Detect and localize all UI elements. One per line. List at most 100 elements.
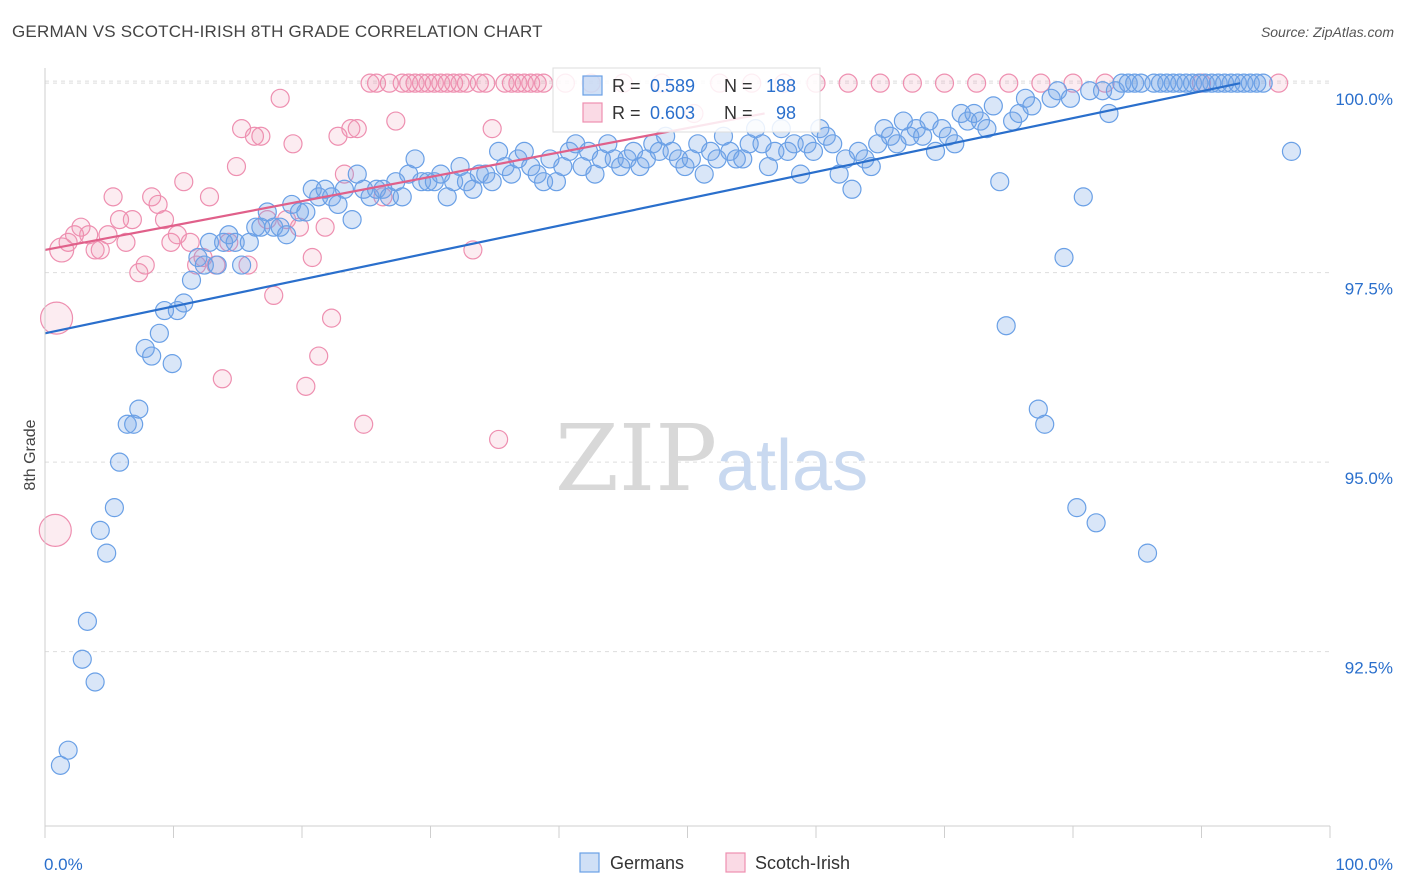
legend-scotch-irish-label: Scotch-Irish xyxy=(755,853,850,873)
germans-point xyxy=(983,96,1003,116)
stats-legend: R = 0.589 N = 188 R = 0.603 N = 98 xyxy=(552,67,821,133)
germans-point xyxy=(315,179,335,199)
source-label: Source: ZipAtlas.com xyxy=(1260,24,1394,40)
scotch-irish-point xyxy=(219,232,239,252)
scotch-irish-point xyxy=(122,210,142,230)
trend-lines xyxy=(44,82,1241,335)
watermark: ZIP atlas xyxy=(555,405,868,512)
germans-point xyxy=(482,172,502,192)
germans-point xyxy=(109,452,130,472)
scotch-irish-point xyxy=(212,369,232,389)
x-tick-label-max: 100.0% xyxy=(1335,855,1393,874)
scotch-irish-point xyxy=(347,119,367,139)
germans-point xyxy=(162,354,182,374)
scotch-irish-point xyxy=(354,414,374,434)
scotch-irish-point xyxy=(187,255,207,275)
scotch-irish-point xyxy=(251,126,271,146)
germans-point xyxy=(842,179,862,199)
scotch-irish-r-label: R = xyxy=(612,103,641,123)
germans-point xyxy=(778,141,798,161)
scotch-irish-point xyxy=(315,217,335,237)
y-axis-label: 8th Grade xyxy=(22,419,39,490)
germans-point xyxy=(58,740,78,760)
germans-point xyxy=(476,164,496,184)
scotch-irish-point xyxy=(1063,73,1083,93)
scotch-irish-point xyxy=(527,73,547,93)
scotch-irish-point xyxy=(38,513,72,547)
germans-point xyxy=(117,414,137,434)
germans-point xyxy=(823,134,843,154)
series-legend: Germans Scotch-Irish xyxy=(579,852,850,873)
germans-point xyxy=(675,156,695,177)
germans-swatch xyxy=(582,75,603,96)
scotch-irish-point xyxy=(902,73,922,93)
scotch-irish-r-value: 0.603 xyxy=(650,103,695,123)
germans-point xyxy=(803,141,824,161)
legend-scotch-irish-swatch xyxy=(725,852,746,873)
germans-point xyxy=(1125,73,1145,93)
scotch-irish-point xyxy=(283,134,303,154)
germans-point xyxy=(694,164,714,184)
scotch-irish-point xyxy=(270,88,290,108)
scotch-irish-point xyxy=(39,301,74,335)
scotch-irish-point xyxy=(309,346,329,366)
germans-point xyxy=(1281,141,1302,161)
germans-point xyxy=(97,543,117,563)
germans-point xyxy=(970,111,991,131)
scotch-irish-point xyxy=(71,217,91,237)
scotch-irish-point xyxy=(1095,73,1115,93)
scotch-irish-point xyxy=(129,263,149,283)
germans-point xyxy=(1137,543,1158,563)
germans-point xyxy=(225,232,245,252)
scotch-irish-point xyxy=(116,232,136,252)
scotch-irish-point xyxy=(226,156,247,177)
y-tick-label: 97.5% xyxy=(1345,280,1393,299)
germans-point xyxy=(77,611,98,631)
scotch-irish-point xyxy=(296,376,316,396)
scotch-irish-trend-line xyxy=(44,112,765,252)
scotch-irish-point xyxy=(999,73,1019,93)
germans-point xyxy=(207,255,227,275)
scotch-irish-point xyxy=(469,73,489,93)
germans-point xyxy=(630,156,650,177)
germans-point xyxy=(135,338,155,359)
axis-ticks: 92.5% 95.0% 97.5% 100.0% xyxy=(44,90,1393,838)
germans-point xyxy=(124,414,144,434)
scotch-irish-point xyxy=(321,308,342,328)
germans-point xyxy=(296,202,316,222)
scotch-irish-point xyxy=(238,255,258,275)
scotch-irish-point xyxy=(482,119,502,139)
germans-point xyxy=(219,225,239,245)
legend-germans-swatch xyxy=(579,852,600,873)
scotch-irish-point xyxy=(161,232,181,252)
germans-point xyxy=(1060,88,1081,108)
scotch-irish-point xyxy=(967,73,987,93)
germans-point xyxy=(1086,513,1106,533)
scotch-irish-point xyxy=(476,73,496,93)
scotch-irish-point xyxy=(450,73,470,93)
germans-point xyxy=(1067,498,1087,518)
y-tick-label: 92.5% xyxy=(1345,659,1393,678)
germans-point xyxy=(289,202,310,222)
scotch-irish-n-value: 98 xyxy=(776,103,796,123)
germans-point xyxy=(874,119,894,139)
germans-point xyxy=(848,141,869,161)
germans-point xyxy=(392,187,412,207)
scotch-irish-n-label: N = xyxy=(724,103,753,123)
germans-point xyxy=(199,232,220,252)
scotch-irish-point xyxy=(174,172,194,192)
legend-germans-label: Germans xyxy=(610,853,684,873)
scotch-irish-point xyxy=(103,187,123,207)
germans-point xyxy=(232,255,252,275)
germans-point xyxy=(880,126,901,146)
watermark-zip: ZIP xyxy=(555,405,717,512)
germans-point xyxy=(701,141,721,161)
scotch-irish-point xyxy=(264,285,284,305)
chart-title: GERMAN VS SCOTCH-IRISH 8TH GRADE CORRELA… xyxy=(12,22,543,41)
germans-point xyxy=(1073,187,1093,207)
germans-point xyxy=(527,164,547,184)
germans-point xyxy=(996,316,1016,336)
scotch-irish-point xyxy=(135,255,155,275)
germans-point xyxy=(149,323,169,343)
